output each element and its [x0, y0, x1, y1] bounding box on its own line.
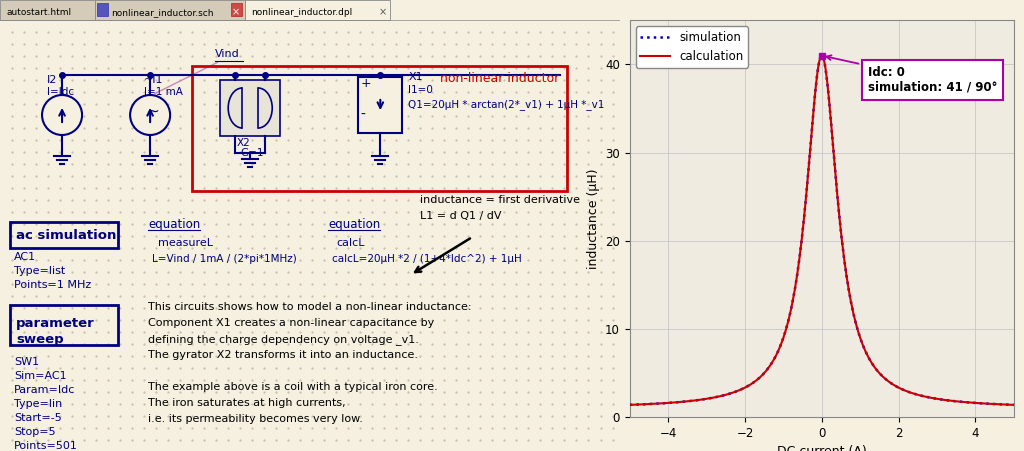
calculation — [942, 398, 954, 403]
Bar — [10, 305, 118, 345]
Text: nonlinear_inductor.dpl: nonlinear_inductor.dpl — [251, 8, 352, 17]
Text: equation: equation — [329, 218, 381, 231]
Text: -: - — [360, 108, 366, 122]
Text: non-linear inductor: non-linear inductor — [440, 72, 559, 85]
simulation — [763, 364, 776, 369]
Text: The gyrator X2 transforms it into an inductance.: The gyrator X2 transforms it into an ind… — [148, 350, 418, 360]
Text: ×: × — [378, 7, 386, 18]
calculation — [1008, 402, 1020, 408]
calculation — [719, 392, 731, 398]
Text: I=Idc: I=Idc — [47, 87, 74, 97]
Circle shape — [130, 95, 170, 135]
Text: measureL: measureL — [158, 238, 213, 248]
X-axis label: DC current (A): DC current (A) — [777, 446, 866, 451]
Legend: simulation, calculation: simulation, calculation — [636, 26, 749, 68]
Bar — [245, 0, 390, 20]
Circle shape — [42, 95, 82, 135]
Line: simulation: simulation — [630, 55, 1014, 405]
calculation — [877, 373, 889, 379]
Text: Idc: 0
simulation: 41 / 90°: Idc: 0 simulation: 41 / 90° — [826, 55, 997, 94]
calculation — [763, 364, 776, 369]
Text: I=1 mA: I=1 mA — [144, 87, 183, 97]
Bar — [10, 222, 118, 248]
simulation — [735, 387, 748, 392]
Text: The example above is a coil with a typical iron core.: The example above is a coil with a typic… — [148, 382, 438, 392]
simulation — [942, 398, 954, 403]
Text: ~: ~ — [146, 103, 159, 119]
Bar — [95, 0, 245, 20]
Text: Q1=20μH * arctan(2*_v1) + 1μH *_v1: Q1=20μH * arctan(2*_v1) + 1μH *_v1 — [409, 99, 605, 110]
simulation — [877, 373, 889, 379]
Text: calcL: calcL — [336, 238, 365, 248]
Text: X1: X1 — [409, 72, 423, 82]
Bar — [358, 77, 402, 133]
Text: inductance = first derivative: inductance = first derivative — [421, 195, 581, 205]
Text: I2: I2 — [47, 75, 57, 85]
Text: ~I1: ~I1 — [144, 75, 164, 85]
Text: L1 = d Q1 / dV: L1 = d Q1 / dV — [421, 211, 502, 221]
Text: +: + — [360, 77, 371, 90]
Text: SW1
Sim=AC1
Param=Idc
Type=lin
Start=-5
Stop=5
Points=501: SW1 Sim=AC1 Param=Idc Type=lin Start=-5 … — [14, 357, 78, 451]
simulation — [871, 368, 884, 374]
Text: ×: × — [232, 7, 241, 18]
Text: ac simulation: ac simulation — [16, 229, 117, 242]
Bar — [220, 80, 281, 136]
simulation — [1008, 402, 1020, 408]
Line: calculation: calculation — [630, 55, 1014, 405]
Text: The iron saturates at high currents,: The iron saturates at high currents, — [148, 398, 346, 408]
Bar — [231, 3, 243, 16]
Bar — [0, 0, 95, 20]
simulation — [719, 392, 731, 398]
Bar — [97, 3, 109, 16]
Text: G=1: G=1 — [241, 148, 264, 158]
calculation — [815, 53, 827, 58]
Bar — [193, 66, 567, 191]
Text: Vind: Vind — [215, 49, 240, 59]
Text: nonlinear_inductor.sch: nonlinear_inductor.sch — [111, 8, 214, 17]
calculation — [871, 368, 884, 374]
Text: parameter
sweep: parameter sweep — [16, 318, 95, 346]
simulation — [815, 53, 827, 58]
Text: defining the charge dependency on voltage _v1.: defining the charge dependency on voltag… — [148, 334, 419, 345]
calculation — [624, 402, 636, 408]
Text: Component X1 creates a non-linear capacitance by: Component X1 creates a non-linear capaci… — [148, 318, 434, 328]
Text: i.e. its permeability becomes very low.: i.e. its permeability becomes very low. — [148, 414, 362, 424]
simulation — [624, 402, 636, 408]
Text: calcL=20μH *2 / (1+4*Idc^2) + 1μH: calcL=20μH *2 / (1+4*Idc^2) + 1μH — [332, 254, 522, 264]
calculation — [735, 387, 748, 392]
Text: X2: X2 — [237, 138, 250, 148]
Y-axis label: inductance (μH): inductance (μH) — [587, 169, 600, 269]
Text: autostart.html: autostart.html — [6, 8, 71, 17]
Text: AC1
Type=list
Points=1 MHz: AC1 Type=list Points=1 MHz — [14, 252, 91, 290]
Text: This circuits shows how to model a non-linear inductance:: This circuits shows how to model a non-l… — [148, 302, 472, 312]
Text: L=Vind / 1mA / (2*pi*1MHz): L=Vind / 1mA / (2*pi*1MHz) — [153, 254, 297, 264]
Text: equation: equation — [148, 218, 201, 231]
Text: I1=0: I1=0 — [409, 85, 433, 95]
